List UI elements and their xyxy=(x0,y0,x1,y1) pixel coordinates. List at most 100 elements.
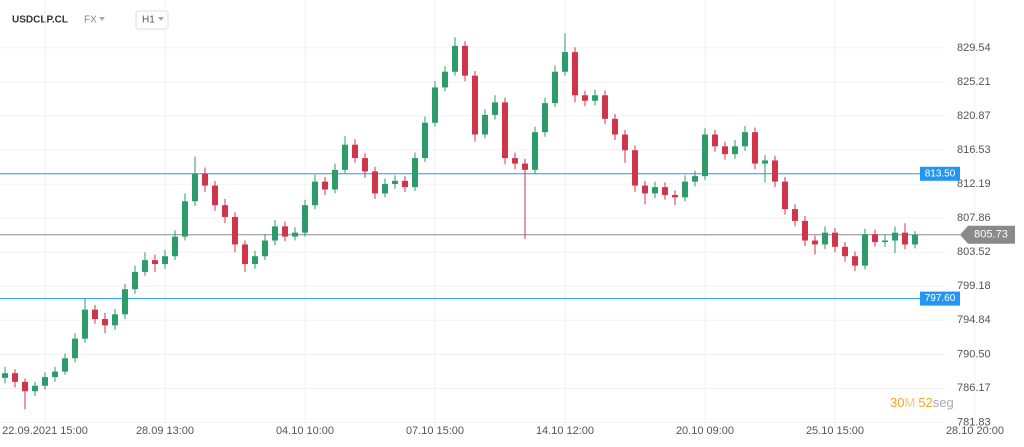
candle-body xyxy=(202,173,208,186)
timer-seconds-unit: seg xyxy=(933,395,954,410)
candle-body xyxy=(702,134,708,177)
candle-body xyxy=(572,52,578,96)
candle-body xyxy=(612,118,618,135)
x-tick-label: 28.09 13:00 xyxy=(136,425,194,437)
candle-body xyxy=(582,95,588,101)
candle-body xyxy=(72,338,78,359)
candle-body xyxy=(622,134,628,151)
candle-body xyxy=(872,234,878,243)
dropdown-arrow xyxy=(158,17,164,21)
candle-body xyxy=(42,377,48,386)
candle-body xyxy=(372,171,378,194)
x-tick-label: 20.10 09:00 xyxy=(676,425,734,437)
candle-body xyxy=(852,256,858,266)
candle-body xyxy=(772,160,778,182)
candle-body xyxy=(102,319,108,326)
timeframe-box[interactable] xyxy=(135,10,169,30)
candle-body xyxy=(292,232,298,237)
candle-body xyxy=(682,181,688,198)
candle-body xyxy=(342,144,348,170)
candle-body xyxy=(452,45,458,72)
candle-body xyxy=(822,232,828,245)
candle-body xyxy=(782,181,788,210)
dropdown-arrow xyxy=(99,17,105,21)
candle-body xyxy=(832,232,838,247)
candle-body xyxy=(512,158,518,164)
candle-body xyxy=(632,150,638,186)
candle-body xyxy=(2,373,8,378)
candle-body xyxy=(672,194,678,198)
candle-body xyxy=(212,185,218,206)
grid xyxy=(0,0,976,425)
y-tick-label: 829.54 xyxy=(957,42,991,54)
candle-body xyxy=(272,226,278,241)
x-tick-label: 22.09.2021 15:00 xyxy=(2,425,88,437)
y-tick-label: 825.21 xyxy=(957,76,991,88)
candle-body xyxy=(732,146,738,155)
candle-body xyxy=(392,180,398,184)
axis: 829.54 825.21 820.87 816.53 812.19 807.86 803.… xyxy=(2,42,1015,437)
candle-body xyxy=(432,87,438,123)
candle-body xyxy=(22,381,28,392)
candle-body xyxy=(142,260,148,272)
candle-body xyxy=(802,220,808,241)
candle-body xyxy=(602,95,608,119)
candle-body xyxy=(132,271,138,290)
candle-body xyxy=(762,160,768,164)
candle-body xyxy=(722,146,728,155)
y-tick-label: 781.83 xyxy=(957,416,991,428)
y-tick-label: 812.19 xyxy=(957,178,991,190)
candle-body xyxy=(192,173,198,202)
x-tick-label: 14.10 12:00 xyxy=(536,425,594,437)
candle-body xyxy=(222,205,228,217)
timer-seconds: 52 xyxy=(918,395,932,410)
candle-body xyxy=(232,216,238,245)
candle-body xyxy=(242,244,248,265)
candle-body xyxy=(62,358,68,372)
candle-body xyxy=(402,180,408,188)
candle-body xyxy=(422,122,428,159)
candle-body xyxy=(382,183,388,194)
candle-body xyxy=(492,102,498,115)
candle-body xyxy=(692,176,698,182)
candle-body xyxy=(532,132,538,170)
candle-body xyxy=(52,371,58,378)
candle-body xyxy=(282,226,288,237)
candle-body xyxy=(712,134,718,147)
candle-body xyxy=(12,373,18,382)
last-price-label: 805.73 xyxy=(974,229,1008,241)
candle-body xyxy=(332,169,338,190)
y-tick-label: 820.87 xyxy=(957,110,991,122)
candle-body xyxy=(552,71,558,104)
candle-body xyxy=(662,187,668,195)
market[interactable]: FX xyxy=(84,15,97,26)
candle-body xyxy=(412,158,418,188)
candle-body xyxy=(92,309,98,320)
x-tick-label: 25.10 15:00 xyxy=(806,425,864,437)
candle-body xyxy=(32,385,38,392)
level-label-box xyxy=(920,166,960,181)
last-price-box xyxy=(960,225,1015,244)
timeframe: H1 xyxy=(142,15,155,26)
candle-body xyxy=(462,45,468,76)
candle-body xyxy=(162,256,168,265)
candle-body xyxy=(182,201,188,237)
y-tick-label: 816.53 xyxy=(957,144,991,156)
timer-minutes-unit: M xyxy=(904,395,915,410)
symbol: USDCLP.CL xyxy=(12,15,68,26)
candle-body xyxy=(742,132,748,147)
candle-body xyxy=(812,240,818,245)
candle-body xyxy=(122,289,128,315)
timer: 30M 52seg xyxy=(890,395,954,410)
candle-body xyxy=(172,236,178,257)
candle-body xyxy=(352,144,358,159)
candle-body xyxy=(482,114,488,135)
y-tick-label: 803.52 xyxy=(957,246,991,258)
y-tick-label: 807.86 xyxy=(957,212,991,224)
candle-body xyxy=(592,95,598,101)
candle-body xyxy=(322,181,328,190)
candle-body xyxy=(262,240,268,257)
plot xyxy=(0,33,960,410)
candle-body xyxy=(502,102,508,159)
